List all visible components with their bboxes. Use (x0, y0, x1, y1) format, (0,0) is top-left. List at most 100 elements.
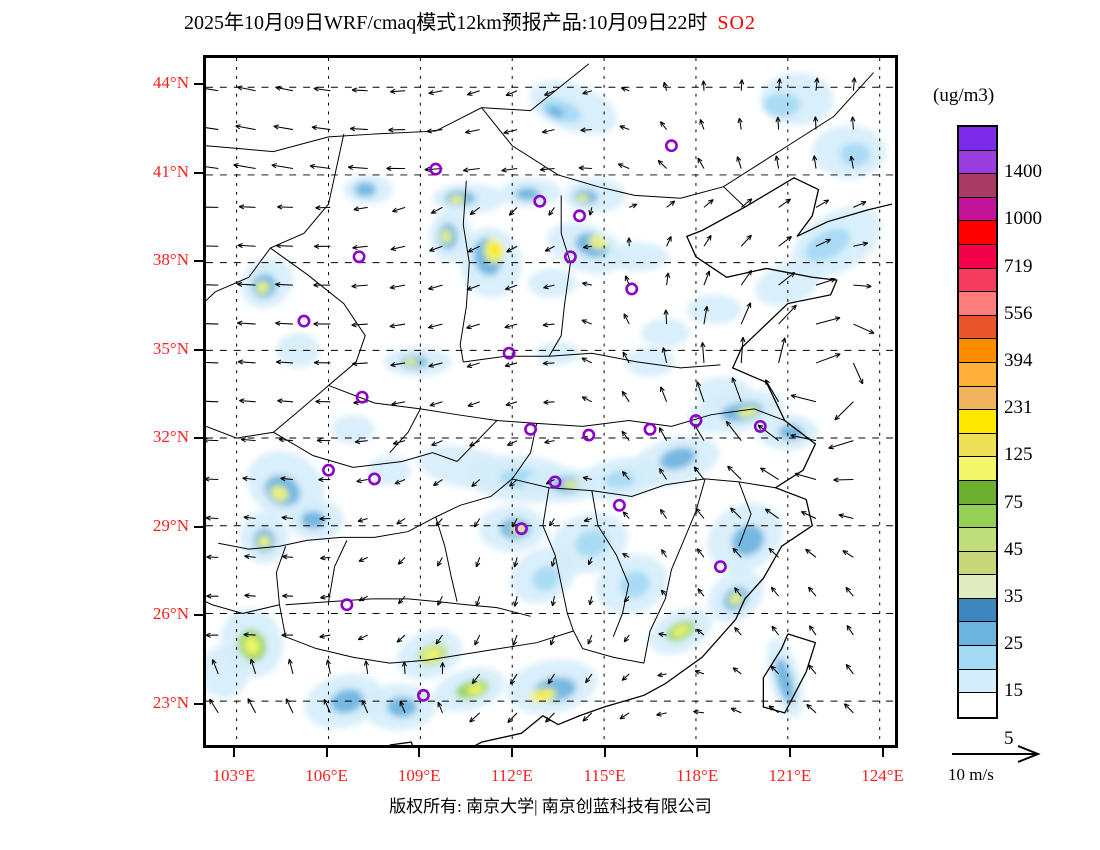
station-marker[interactable] (515, 522, 528, 536)
station-marker[interactable] (429, 162, 443, 176)
wind-arrow (311, 125, 331, 131)
wind-arrow (581, 319, 593, 325)
wind-arrow (578, 165, 592, 171)
wind-arrow (740, 198, 753, 208)
station-marker[interactable] (625, 282, 639, 296)
wind-arrow (734, 587, 742, 597)
wind-arrow (853, 241, 869, 247)
colorbar-band-13 (959, 433, 996, 458)
wind-arrow (361, 699, 369, 714)
station-marker[interactable] (563, 250, 577, 264)
wind-arrow (509, 479, 518, 487)
station-marker[interactable] (297, 314, 311, 328)
wind-arrow (849, 155, 855, 169)
wind-arrow (244, 554, 256, 560)
station-marker[interactable] (524, 422, 538, 436)
wind-arrow (396, 634, 406, 643)
wind-arrow (505, 90, 518, 97)
wind-arrow (808, 664, 817, 675)
concentration-patch (449, 195, 465, 204)
concentration-patch (424, 648, 441, 661)
wind-arrow (619, 712, 630, 720)
wind-arrow (703, 235, 712, 247)
wind-arrow (501, 167, 518, 173)
wind-arrow (581, 396, 593, 403)
lat-tick-label-41: 41°N (152, 161, 189, 181)
wind-arrow (507, 712, 518, 723)
wind-arrow (790, 393, 817, 403)
station-marker[interactable] (355, 390, 369, 404)
wind-arrow (466, 90, 480, 96)
wind-arrow (540, 166, 555, 173)
concentration-patch (778, 424, 804, 440)
station-marker[interactable] (548, 475, 562, 489)
station-marker[interactable] (367, 472, 381, 486)
wind-arrow (542, 322, 555, 328)
wind-arrow (313, 321, 331, 327)
forecast-map[interactable] (203, 55, 898, 748)
wind-arrow (244, 593, 256, 599)
station-marker[interactable] (340, 598, 354, 612)
wind-arrow (764, 379, 780, 403)
station-marker[interactable] (322, 463, 335, 477)
concentration-patch (258, 535, 271, 549)
concentration-patch (729, 592, 743, 606)
wind-arrow (390, 362, 406, 368)
wind-arrow (701, 80, 707, 91)
station-marker[interactable] (612, 498, 626, 512)
station-marker[interactable] (573, 209, 586, 223)
wind-arrow (794, 472, 817, 481)
wind-arrow (277, 398, 293, 404)
wind-arrow (351, 283, 368, 289)
station-marker[interactable] (643, 422, 657, 436)
colorbar-band-22 (959, 646, 996, 670)
station-marker[interactable] (753, 419, 767, 433)
wind-arrow (320, 555, 331, 561)
wind-arrow (778, 236, 792, 247)
wind-arrow (582, 281, 592, 287)
wind-arrow (696, 548, 705, 558)
wind-arrow (504, 284, 518, 291)
wind-arrow (838, 513, 854, 519)
wind-arrow (287, 658, 294, 675)
station-marker[interactable] (416, 688, 430, 702)
colorbar[interactable] (957, 125, 998, 719)
station-marker[interactable] (665, 139, 678, 153)
station-marker[interactable] (352, 250, 366, 264)
wind-arrow (431, 440, 443, 446)
station-marker[interactable] (689, 414, 703, 427)
wind-arrow (467, 245, 480, 253)
wind-arrow (271, 163, 294, 170)
wind-arrow (209, 698, 219, 714)
concentration-patch (775, 657, 795, 704)
wind-arrow (770, 665, 779, 675)
concentration-patch (403, 358, 419, 366)
wind-arrow (626, 237, 632, 247)
station-marker[interactable] (713, 560, 727, 574)
wind-arrow (808, 625, 817, 636)
wind-arrow (693, 709, 705, 715)
wind-arrow (776, 78, 782, 91)
station-markers[interactable] (297, 139, 767, 702)
lon-tick (881, 748, 884, 757)
lon-tick-label-106: 106°E (305, 766, 348, 785)
wind-arrow (815, 353, 841, 364)
lat-tick (194, 702, 203, 705)
wind-arrow (249, 658, 257, 675)
wind-arrow (469, 440, 480, 447)
station-marker[interactable] (582, 428, 596, 442)
wind-arrow (813, 116, 819, 130)
wind-arrow (740, 302, 752, 325)
wind-arrow (583, 517, 593, 523)
wind-arrow-icon (952, 745, 1041, 763)
wind-arrow (666, 236, 672, 247)
station-marker[interactable] (502, 346, 516, 360)
wind-arrow (696, 381, 705, 402)
station-marker[interactable] (533, 194, 547, 208)
colorbar-band-17 (959, 528, 996, 552)
wind-arrow (350, 126, 368, 132)
colorbar-tick-231: 231 (1004, 397, 1033, 419)
wind-arrow (620, 86, 630, 92)
wind-arrow (394, 479, 406, 485)
colorbar-band-8 (959, 315, 996, 340)
